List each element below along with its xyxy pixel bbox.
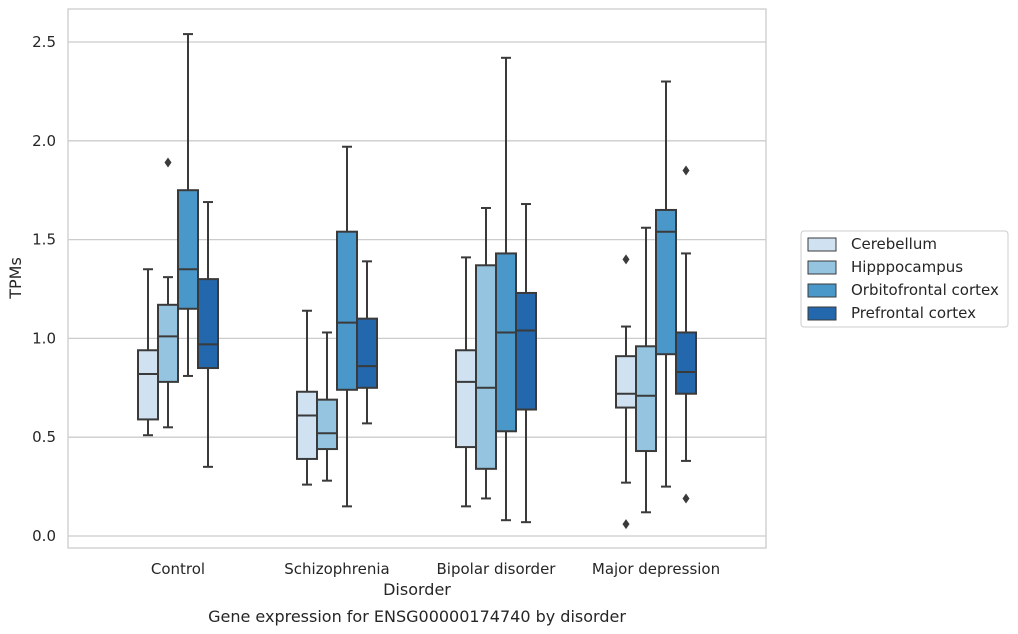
y-tick-label: 0.5 [32, 428, 56, 446]
box-iqr [316, 398, 338, 451]
y-tick-label: 2.0 [32, 132, 56, 150]
outlier-point [622, 519, 630, 530]
legend-entry: Hipppocampus [851, 258, 963, 276]
box [455, 256, 477, 508]
y-tick-label: 1.0 [32, 329, 56, 347]
legend: Cerebellum Hipppocampus Orbitofrontal cort… [800, 230, 1009, 328]
box-iqr [615, 355, 637, 409]
box [495, 56, 517, 522]
box [177, 33, 199, 377]
outlier-point [682, 165, 690, 176]
box-iqr [336, 230, 358, 391]
box-iqr [475, 264, 497, 470]
box [475, 206, 497, 500]
y-tick-label: 1.5 [32, 231, 56, 249]
box [675, 165, 697, 504]
series-cerebellum [137, 254, 637, 530]
x-tick-label: Major depression [592, 560, 720, 578]
outlier-point [682, 493, 690, 504]
x-tick-label: Schizophrenia [284, 560, 389, 578]
box-iqr [495, 252, 517, 433]
box-iqr [455, 349, 477, 449]
series-prefrontal-cortex [197, 165, 697, 524]
box-iqr [635, 345, 657, 453]
legend-entry: Cerebellum [851, 235, 937, 253]
series-hipppocampus [157, 157, 657, 514]
box-iqr [296, 390, 318, 460]
legend-frame [800, 230, 1009, 328]
y-tick-label: 0.0 [32, 527, 56, 545]
box [197, 201, 219, 468]
box-iqr [356, 317, 378, 389]
legend-entry: Orbitofrontal cortex [851, 281, 999, 299]
outlier-point [164, 157, 172, 168]
x-tick-labels: Control Schizophrenia Bipolar disorder Majo… [151, 560, 720, 578]
box [635, 226, 657, 514]
series-orbitofrontal-cortex [177, 33, 677, 522]
box [615, 254, 637, 530]
box [296, 309, 318, 486]
box [515, 203, 537, 524]
box [137, 268, 159, 437]
box [336, 145, 358, 508]
legend-swatch [807, 306, 837, 321]
x-tick-label: Bipolar disorder [437, 560, 557, 578]
box-series [137, 33, 697, 530]
legend-swatch [807, 260, 837, 275]
box-iqr [137, 349, 159, 421]
box-iqr [515, 291, 537, 411]
legend-swatch [807, 237, 837, 252]
box-iqr [157, 303, 179, 383]
box [316, 331, 338, 482]
y-tick-label: 2.5 [32, 33, 56, 51]
legend-swatch [807, 283, 837, 298]
box [157, 157, 179, 429]
box-iqr [197, 278, 219, 370]
box-iqr [655, 208, 677, 356]
chart-caption: Gene expression for ENSG00000174740 by d… [208, 607, 626, 626]
legend-entry: Prefrontal cortex [851, 304, 976, 322]
box [655, 80, 677, 488]
box [356, 260, 378, 425]
box-iqr [675, 331, 697, 395]
plot-frame [67, 8, 767, 549]
x-tick-label: Control [151, 560, 205, 578]
box-iqr [177, 189, 199, 310]
y-axis-label: TPMs [6, 257, 25, 300]
x-axis-label: Disorder [383, 580, 451, 599]
y-tick-labels: 0.0 0.5 1.0 1.5 2.0 2.5 [32, 33, 56, 545]
outlier-point [622, 254, 630, 265]
